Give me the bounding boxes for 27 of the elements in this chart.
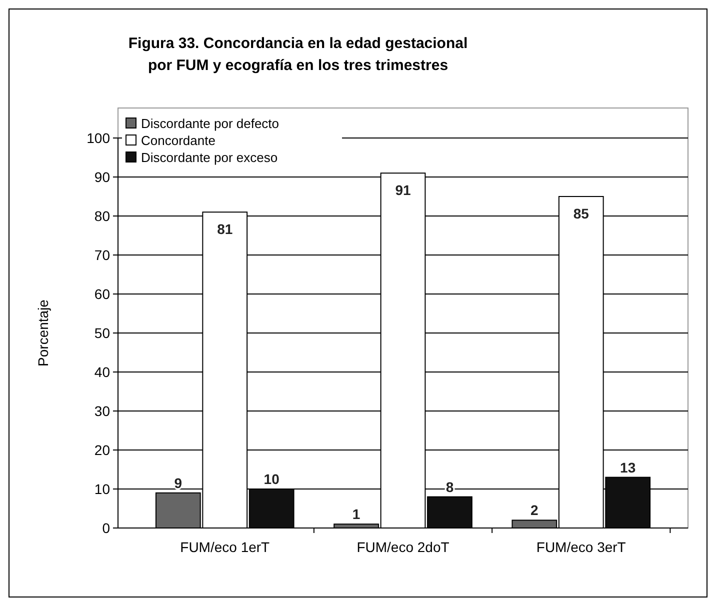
chart-title: Figura 33. Concordancia en la edad gestacional por FUM y ecografía en los tres trimestres xyxy=(128,35,468,74)
y-tick-label: 70 xyxy=(94,247,110,263)
data-label: 85 xyxy=(573,206,590,222)
y-tick-label: 80 xyxy=(94,208,110,224)
y-tick-label: 0 xyxy=(102,520,110,536)
x-tick-label: FUM/eco 3erT xyxy=(536,539,626,555)
y-tick-label: 60 xyxy=(94,286,110,302)
data-label: 91 xyxy=(395,182,411,198)
y-tick-label: 40 xyxy=(94,364,110,380)
data-label: 2 xyxy=(530,502,539,518)
y-tick-label: 50 xyxy=(94,325,110,341)
y-tick-label: 10 xyxy=(94,481,110,497)
data-label: 9 xyxy=(174,474,182,491)
legend-label: Concordante xyxy=(141,133,216,148)
legend-label: Discordante por exceso xyxy=(141,150,278,165)
y-tick-label: 30 xyxy=(94,403,110,419)
y-tick-label: 20 xyxy=(94,442,110,458)
data-label: 10 xyxy=(264,471,280,487)
y-tick-label: 90 xyxy=(94,169,110,185)
y-tick-label: 100 xyxy=(86,130,110,146)
data-label: 81 xyxy=(217,221,233,238)
x-tick-label: FUM/eco 2doT xyxy=(356,539,450,555)
y-axis-title: Porcentaje xyxy=(35,299,51,366)
data-label: 13 xyxy=(620,459,636,476)
legend-label: Discordante por defecto xyxy=(141,116,280,131)
data-label: 1 xyxy=(352,506,360,522)
x-tick-label: FUM/eco 1erT xyxy=(180,539,270,555)
